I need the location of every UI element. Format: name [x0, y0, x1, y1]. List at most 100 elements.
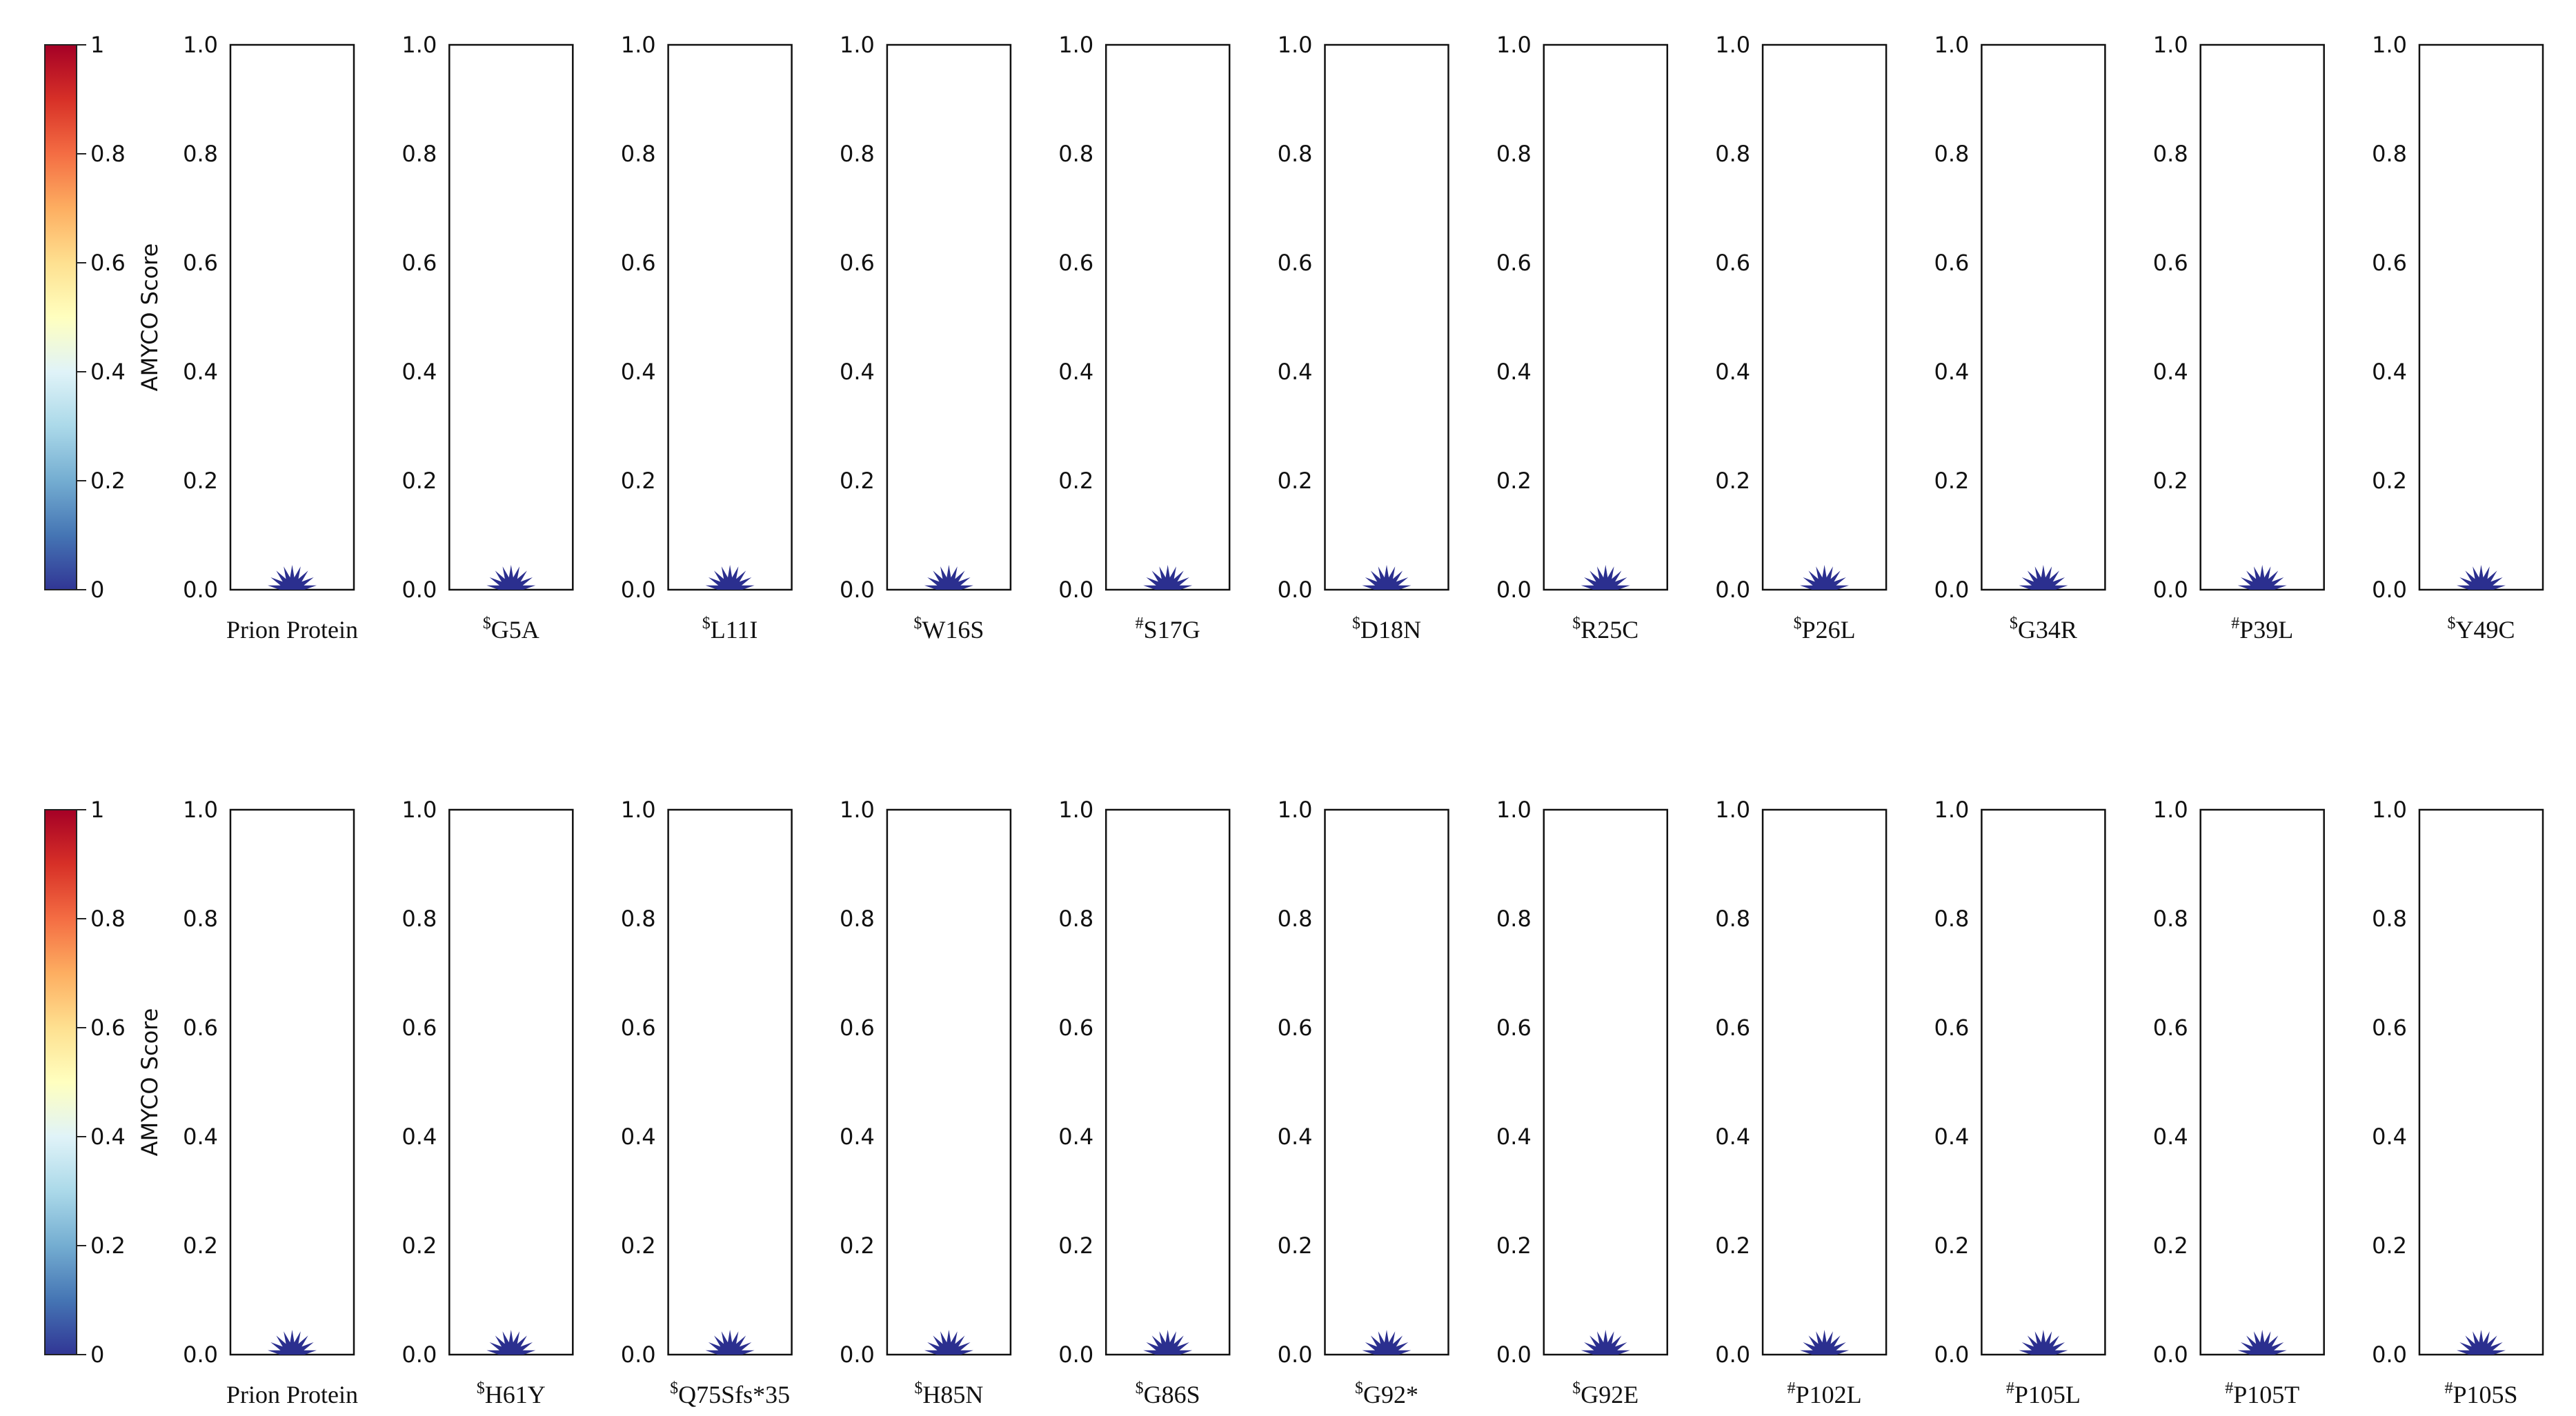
- colorbar-label: AMYCO Score: [137, 243, 163, 392]
- panel-label-text: D18N: [1360, 616, 1421, 644]
- y-tick-label: 0.0: [2372, 1342, 2407, 1368]
- y-tick-label: 0.0: [1715, 577, 1750, 603]
- y-tick-label: 0.4: [1496, 359, 1532, 385]
- y-tick-label: 0.8: [1278, 906, 1313, 932]
- y-tick-label: 0.0: [402, 577, 437, 603]
- panel-label-prefix: $: [1355, 1379, 1363, 1397]
- y-tick-label: 0.6: [1278, 1015, 1313, 1041]
- colorbar-label: AMYCO Score: [137, 1008, 163, 1157]
- y-tick-label: 0.8: [402, 906, 437, 932]
- panel-label-prefix: $: [702, 615, 711, 632]
- y-tick-label: 1.0: [183, 32, 218, 58]
- colorbar-tick-label: 0.6: [90, 250, 126, 276]
- panel-label: $W16S: [913, 615, 984, 644]
- panel-frame: [1104, 808, 1231, 1356]
- y-tick-label: 1.0: [621, 797, 656, 823]
- y-tick-label: 0.2: [183, 1233, 218, 1259]
- panel-label-text: H61Y: [485, 1381, 546, 1408]
- data-point-marker: [2019, 1330, 2068, 1355]
- y-tick-label: 0.6: [621, 250, 656, 276]
- panel-label-text: P105T: [2233, 1381, 2299, 1408]
- y-tick-label: 0.2: [1934, 468, 1970, 494]
- panel-label-prefix: $: [1572, 1379, 1581, 1397]
- panel-label: $G34R: [2010, 615, 2077, 644]
- panel-h85n: 0.0 0.2 0.4 0.6 0.8 1.0 $H85N: [840, 797, 1012, 1408]
- panel-w16s: 0.0 0.2 0.4 0.6 0.8 1.0 $W16S: [840, 32, 1012, 644]
- y-tick-label: 0.4: [2372, 359, 2407, 385]
- panel-d18n: 0.0 0.2 0.4 0.6 0.8 1.0 $D18N: [1278, 32, 1449, 644]
- panel-label-text: G92E: [1581, 1381, 1638, 1408]
- panel-label-text: P105S: [2453, 1381, 2517, 1408]
- panel-label-prefix: $: [670, 1379, 678, 1397]
- y-tick-label: 0.2: [840, 468, 875, 494]
- panel-label: $G5A: [483, 615, 539, 644]
- y-tick-label: 1.0: [621, 32, 656, 58]
- y-tick-label: 0.2: [621, 1233, 656, 1259]
- panel-label: #P105L: [2006, 1379, 2081, 1408]
- y-tick-label: 1.0: [2153, 32, 2188, 58]
- y-tick-label: 0.4: [183, 359, 218, 385]
- y-tick-label: 0.4: [1278, 359, 1313, 385]
- colorbar-tick-label: 0.2: [90, 1233, 126, 1259]
- y-tick-label: 0.2: [2372, 468, 2407, 494]
- data-point-marker: [486, 565, 536, 590]
- panel-frame: [667, 43, 793, 591]
- panel-frame: [1324, 43, 1449, 591]
- panel-label: $R25C: [1572, 615, 1638, 644]
- panel-frame: [2199, 43, 2325, 591]
- y-tick-label: 0.8: [2372, 141, 2407, 167]
- panel-label-prefix: $: [483, 615, 491, 632]
- panel-label-prefix: $: [2447, 615, 2455, 632]
- y-tick-label: 0.6: [621, 1015, 656, 1041]
- panel-label: #P102L: [1787, 1379, 1862, 1408]
- panel-frame: [667, 808, 793, 1356]
- y-tick-label: 1.0: [2372, 797, 2407, 823]
- chart-row-2: 0 0.2 0.4 0.6 0.8 1 AMYCO Score 0.0 0.2 0.4 0.6 0.8…: [44, 797, 2544, 1408]
- colorbar: 0 0.2 0.4 0.6 0.8 1 AMYCO Score: [44, 797, 163, 1368]
- panel-label: $P26L: [1794, 615, 1856, 644]
- panel-p105s: 0.0 0.2 0.4 0.6 0.8 1.0 #P105S: [2372, 797, 2544, 1408]
- y-tick-label: 0.2: [1278, 468, 1313, 494]
- panel-p26l: 0.0 0.2 0.4 0.6 0.8 1.0 $P26L: [1715, 32, 1888, 644]
- y-tick-label: 0.4: [1496, 1124, 1532, 1150]
- y-tick-label: 0.8: [183, 141, 218, 167]
- panel-p39l: 0.0 0.2 0.4 0.6 0.8 1.0 #P39L: [2153, 32, 2325, 644]
- panel-frame: [1981, 808, 2106, 1356]
- panel-frame: [1104, 43, 1231, 591]
- panel-p105l: 0.0 0.2 0.4 0.6 0.8 1.0 #P105L: [1934, 797, 2106, 1408]
- y-tick-label: 0.0: [1934, 1342, 1970, 1368]
- colorbar-tick-label: 1: [90, 32, 104, 58]
- y-tick-label: 0.4: [1715, 1124, 1750, 1150]
- y-tick-label: 0.2: [402, 468, 437, 494]
- y-tick-label: 0.0: [1934, 577, 1970, 603]
- y-tick-label: 0.2: [1058, 468, 1093, 494]
- y-tick-label: 0.2: [2372, 1233, 2407, 1259]
- colorbar-tick-label: 0.8: [90, 141, 126, 167]
- y-tick-label: 0.0: [2153, 577, 2188, 603]
- y-tick-label: 0.6: [1278, 250, 1313, 276]
- colorbar-tick-label: 0.6: [90, 1015, 126, 1041]
- panel-frame: [448, 808, 574, 1356]
- panel-prion-protein: 0.0 0.2 0.4 0.6 0.8 1.0 Prion Protein: [183, 797, 358, 1408]
- y-tick-label: 1.0: [402, 32, 437, 58]
- y-tick-label: 0.6: [2372, 1015, 2407, 1041]
- panel-s17g: 0.0 0.2 0.4 0.6 0.8 1.0 #S17G: [1058, 32, 1231, 644]
- panel-label-prefix: #: [1787, 1379, 1796, 1397]
- panel-frame: [1761, 43, 1888, 591]
- y-tick-label: 0.8: [183, 906, 218, 932]
- y-tick-label: 0.4: [1934, 359, 1970, 385]
- y-tick-label: 0.8: [1058, 141, 1093, 167]
- panel-label-prefix: $: [1572, 615, 1581, 632]
- panel-label-prefix: #: [2444, 1379, 2453, 1397]
- y-tick-label: 0.8: [2153, 906, 2188, 932]
- y-tick-label: 0.0: [402, 1342, 437, 1368]
- panel-label: #P105S: [2444, 1379, 2517, 1408]
- y-tick-label: 0.2: [2153, 468, 2188, 494]
- data-point-marker: [924, 565, 973, 590]
- colorbar: 0 0.2 0.4 0.6 0.8 1 AMYCO Score: [44, 32, 163, 603]
- panel-frame: [2418, 808, 2544, 1356]
- y-tick-label: 1.0: [1278, 32, 1313, 58]
- panel-y49c: 0.0 0.2 0.4 0.6 0.8 1.0 $Y49C: [2372, 32, 2544, 644]
- y-tick-label: 0.2: [840, 1233, 875, 1259]
- panel-label: $Q75Sfs*35: [670, 1379, 790, 1408]
